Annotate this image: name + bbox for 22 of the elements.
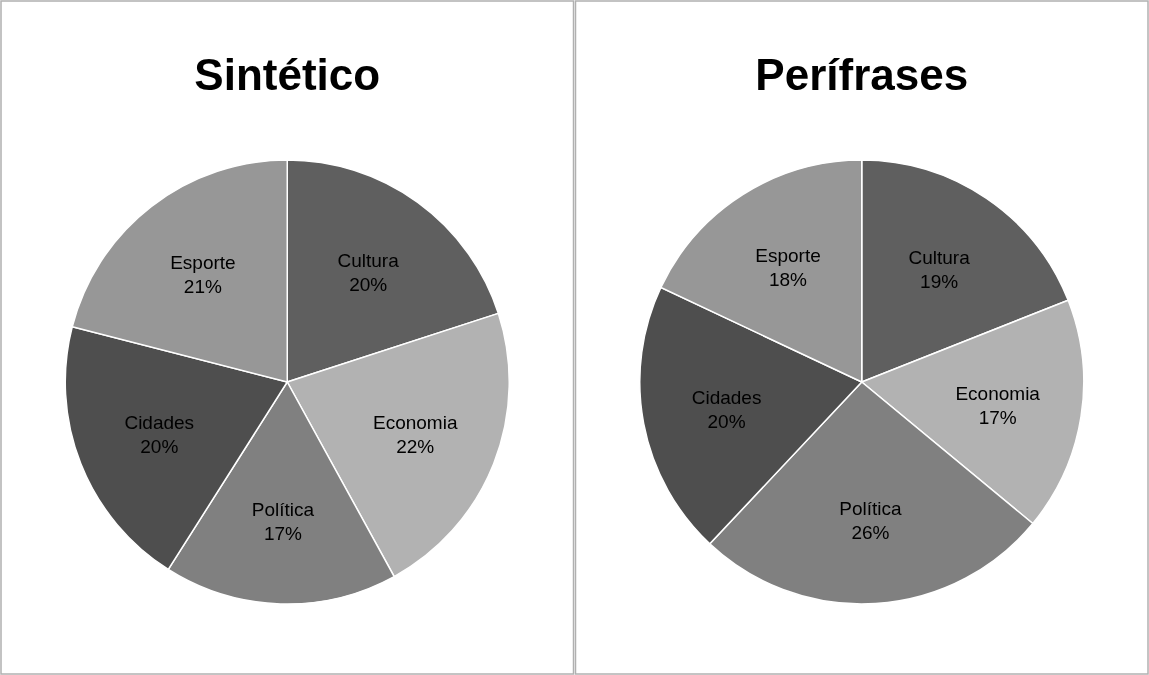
slice-label: Cidades bbox=[691, 386, 762, 408]
data-label: 17% bbox=[263, 522, 303, 544]
data-label: 20% bbox=[707, 410, 746, 432]
chart-title: Sintético bbox=[194, 50, 381, 99]
slice-label: Política bbox=[839, 498, 902, 520]
data-label: 18% bbox=[768, 268, 808, 290]
data-label: 17% bbox=[978, 406, 1017, 428]
data-label: 20% bbox=[349, 273, 388, 295]
slice-label: Economia bbox=[955, 382, 1041, 404]
slice-label: Cultura bbox=[337, 249, 400, 271]
data-label: 19% bbox=[920, 271, 959, 293]
data-label: 26% bbox=[851, 522, 890, 544]
slice-label: Cidades bbox=[124, 411, 195, 433]
chart-title: Perífrases bbox=[755, 50, 969, 99]
slice-label: Esporte bbox=[170, 252, 236, 274]
slice-label: Economia bbox=[372, 411, 458, 433]
data-label: 20% bbox=[140, 435, 179, 457]
slice-label: Cultura bbox=[908, 247, 971, 269]
data-label: 21% bbox=[183, 276, 223, 298]
slice-label: Política bbox=[251, 498, 315, 520]
slice-label: Esporte bbox=[755, 244, 821, 266]
data-label: 22% bbox=[396, 435, 435, 457]
